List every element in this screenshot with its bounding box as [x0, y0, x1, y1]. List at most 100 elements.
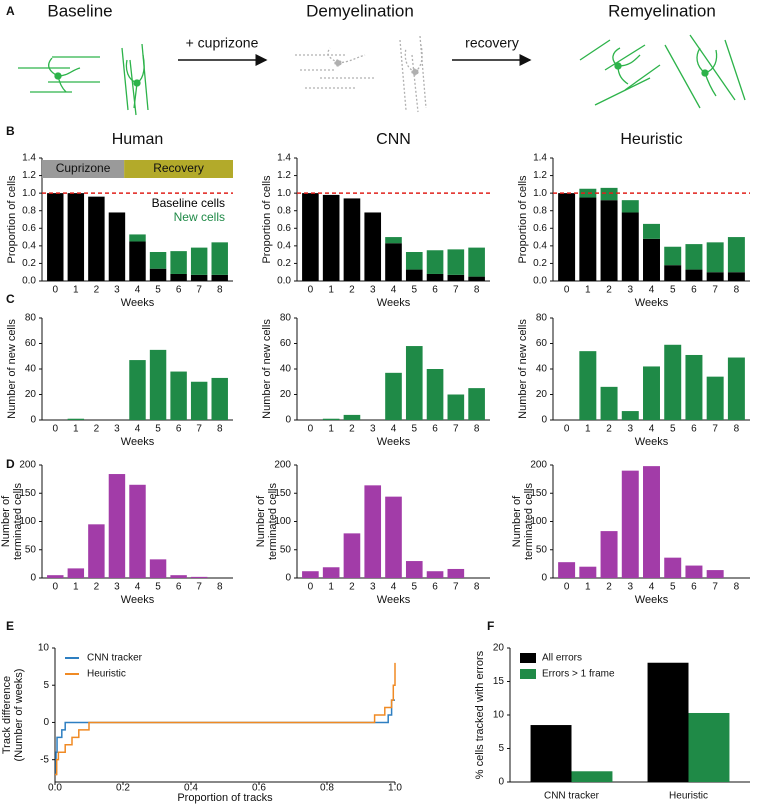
y-tick-label: 0	[541, 573, 547, 584]
y-tick-label: 5	[498, 743, 504, 754]
bar-segment	[685, 269, 703, 281]
y-tick-label: 0.8	[533, 205, 547, 216]
bar	[88, 524, 105, 578]
bar	[706, 376, 724, 420]
chart: Track difference (Number of weeks) -5 0 5 10 P…	[1, 643, 402, 804]
y-tick-label: 0.6	[22, 223, 36, 234]
y-tick-label: 1.4	[22, 153, 36, 164]
x-tick-label: 4	[391, 582, 397, 593]
y-tick-label: 100	[530, 516, 547, 527]
y-tick-label: 60	[280, 338, 292, 349]
y-axis-label: Number of	[511, 495, 523, 547]
x-tick-label: 7	[196, 582, 202, 593]
bar-segment	[129, 234, 146, 242]
y-tick-label: 50	[280, 544, 292, 555]
bar	[558, 562, 576, 578]
x-axis-label: Weeks	[377, 594, 411, 606]
bar-segment	[385, 243, 402, 281]
bar-segment	[621, 212, 639, 281]
bar	[600, 386, 618, 420]
bar-segment	[149, 252, 167, 269]
y-tick-label: 0	[30, 573, 36, 584]
x-tick-label: 4	[649, 285, 655, 296]
y-axis-label: Number of	[255, 495, 267, 547]
bar	[600, 531, 618, 578]
x-tick-label: 4	[391, 424, 397, 435]
bar-segment	[664, 246, 682, 266]
x-axis-label: Weeks	[121, 594, 155, 606]
x-tick-label: 8	[734, 424, 740, 435]
y-tick-label: 60	[25, 338, 37, 349]
legend-label: New cells	[174, 210, 225, 224]
x-tick-label: 2	[94, 285, 100, 296]
x-tick-label: 1	[328, 285, 334, 296]
bar-segment	[727, 272, 745, 281]
bar-segment	[664, 265, 682, 281]
bar	[643, 366, 660, 420]
y-tick-label: 80	[280, 313, 292, 324]
x-tick-label: 0.6	[252, 783, 266, 794]
y-tick-label: 80	[536, 313, 548, 324]
y-tick-label: 20	[493, 643, 505, 654]
bar-segment	[621, 200, 639, 213]
arrow-label: + cuprizone	[186, 35, 259, 51]
x-tick-label: 7	[712, 285, 718, 296]
y-tick-label: 0	[285, 573, 291, 584]
y-tick-label: 0.0	[277, 276, 291, 287]
bar	[727, 357, 745, 420]
x-tick-label: 2	[606, 285, 612, 296]
bar-segment	[426, 250, 444, 274]
bar	[343, 414, 361, 420]
cell-sketch	[295, 35, 427, 113]
x-tick-label: 7	[712, 424, 718, 435]
x-tick-label: 5	[670, 424, 676, 435]
y-tick-label: 150	[274, 488, 291, 499]
chart: CNN Proportion of cells 0.0 0.2 0.4 0.6 0.8 1.0…	[261, 131, 490, 309]
chart: Number of new cells 0 20 40 60 80 Weeks 0 1 2 3 4 5 6…	[261, 313, 490, 448]
x-tick-label: 2	[349, 285, 355, 296]
x-tick-label: 0	[564, 582, 570, 593]
y-tick-label: 1.2	[533, 170, 547, 181]
x-tick-label: 2	[94, 582, 100, 593]
y-tick-label: 0.2	[22, 258, 36, 269]
bar	[685, 354, 703, 420]
y-tick-label: 50	[25, 544, 37, 555]
panel-label: B	[6, 124, 15, 138]
bar-segment	[600, 187, 618, 201]
bar	[170, 371, 187, 420]
x-axis-label: Weeks	[635, 436, 669, 448]
bar	[643, 466, 660, 578]
x-tick-label: 6	[432, 285, 438, 296]
x-tick-label: 5	[670, 582, 676, 593]
y-axis-label: terminated cells	[267, 482, 279, 560]
chart-title: CNN	[376, 131, 411, 148]
y-tick-label: 20	[280, 389, 292, 400]
bar	[447, 568, 465, 578]
bar	[108, 474, 126, 578]
bar-segment	[426, 273, 444, 281]
x-axis-label: Proportion of tracks	[177, 792, 273, 804]
y-axis-label: Proportion of cells	[6, 175, 18, 264]
x-tick-label: 4	[135, 582, 141, 593]
chart-title: Human	[112, 131, 164, 148]
phase-band	[124, 160, 233, 178]
x-tick-label: 3	[370, 285, 376, 296]
x-tick-label: 7	[196, 285, 202, 296]
y-axis-label: Number of	[0, 495, 12, 547]
x-tick-label: 8	[734, 285, 740, 296]
x-tick-label: 2	[606, 424, 612, 435]
bar	[322, 418, 340, 420]
x-axis-label: Weeks	[635, 297, 669, 309]
y-tick-label: -5	[40, 754, 49, 765]
y-tick-label: 200	[274, 460, 291, 471]
y-tick-label: 0	[30, 415, 36, 426]
x-axis-label: Weeks	[377, 297, 411, 309]
x-tick-label: 6	[176, 285, 182, 296]
bar	[322, 567, 340, 578]
bar	[571, 771, 613, 782]
x-tick-label: 7	[453, 582, 459, 593]
y-tick-label: 0.4	[533, 240, 547, 251]
y-tick-label: 0.2	[277, 258, 291, 269]
y-tick-label: 200	[19, 460, 36, 471]
